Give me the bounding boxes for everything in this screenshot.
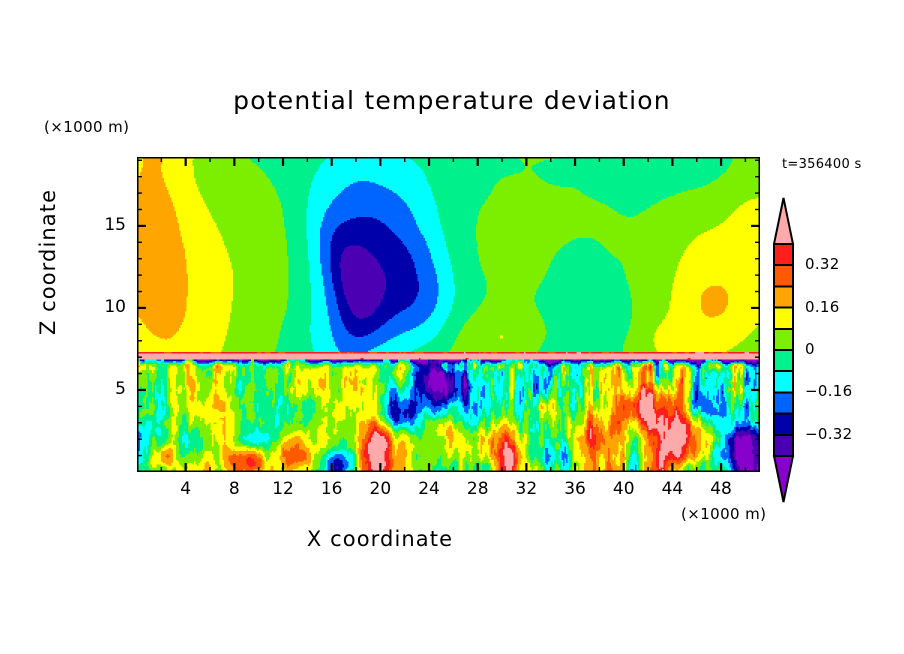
x-tick-label: 16 — [320, 479, 343, 499]
colorbar-tick-label: −0.32 — [805, 424, 853, 443]
colorbar-band — [773, 391, 794, 415]
colorbar-band — [773, 243, 794, 267]
colorbar-tick-label: −0.16 — [805, 382, 853, 401]
colorbar-band — [773, 306, 794, 330]
colorbar-cap-high — [772, 197, 795, 245]
y-tick-label: 15 — [104, 214, 126, 235]
x-tick-label: 8 — [228, 479, 240, 499]
y-tick-label: 5 — [115, 378, 126, 399]
page-title: potential temperature deviation — [233, 86, 671, 115]
x-tick-label: 48 — [710, 479, 732, 499]
contour-band — [137, 157, 760, 472]
x-tick-label: 4 — [180, 479, 192, 499]
x-tick-label: 12 — [272, 479, 294, 499]
colorbar-cap-low — [772, 455, 795, 503]
colorbar-band — [773, 433, 794, 458]
x-tick-label: 32 — [515, 479, 538, 499]
y-axis-title: Z coordinate — [36, 188, 60, 336]
time-annotation: t=356400 s — [782, 157, 862, 172]
x-tick-label: 20 — [369, 479, 392, 499]
colorbar-band — [773, 264, 794, 288]
colorbar-band — [773, 327, 794, 352]
colorbar-tick-label: 0.16 — [805, 297, 840, 316]
x-axis-unit-label: (×1000 m) — [681, 505, 767, 523]
contour-band — [137, 157, 760, 472]
colorbar-band — [773, 285, 794, 309]
colorbar-band — [773, 370, 794, 394]
x-tick-label: 24 — [418, 479, 440, 499]
colorbar — [772, 197, 795, 503]
x-axis-title: X coordinate — [306, 527, 454, 551]
colorbar-band — [773, 412, 794, 436]
plot-frame — [137, 157, 760, 472]
x-tick-label: 36 — [564, 479, 586, 499]
y-tick-label: 10 — [104, 296, 126, 317]
colorbar-tick-label: 0 — [805, 340, 815, 358]
colorbar-band — [773, 349, 794, 373]
x-tick-label: 40 — [612, 479, 635, 499]
x-tick-label: 44 — [661, 479, 684, 499]
contour-field — [137, 157, 760, 472]
x-tick-label: 28 — [466, 479, 489, 499]
contour-band — [137, 157, 760, 472]
contour-band — [164, 352, 728, 472]
contour-band — [137, 157, 760, 472]
y-axis-unit-label: (×1000 m) — [44, 118, 130, 136]
colorbar-tick-label: 0.32 — [805, 255, 840, 274]
